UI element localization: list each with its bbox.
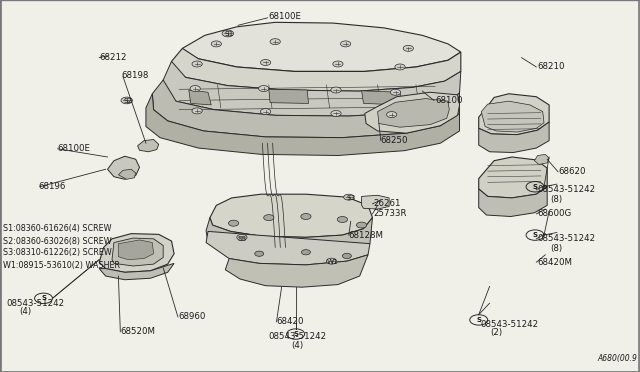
Circle shape xyxy=(301,250,310,255)
Text: 68100E: 68100E xyxy=(58,144,91,153)
Text: (8): (8) xyxy=(550,244,563,253)
Text: S3:08310-61226(2) SCREW: S3:08310-61226(2) SCREW xyxy=(3,248,112,257)
Text: 68100: 68100 xyxy=(435,96,463,105)
Circle shape xyxy=(237,234,247,240)
Text: 08543-51242: 08543-51242 xyxy=(538,234,596,243)
Polygon shape xyxy=(362,195,389,209)
Circle shape xyxy=(260,60,271,65)
Polygon shape xyxy=(479,157,547,198)
Circle shape xyxy=(395,64,405,70)
Polygon shape xyxy=(365,92,460,133)
Text: S: S xyxy=(532,184,538,190)
Polygon shape xyxy=(112,238,163,266)
Text: S2:08360-63026(8) SCREW: S2:08360-63026(8) SCREW xyxy=(3,237,112,246)
Polygon shape xyxy=(182,22,461,71)
Circle shape xyxy=(211,41,221,47)
Circle shape xyxy=(301,214,311,219)
Circle shape xyxy=(192,61,202,67)
Circle shape xyxy=(340,41,351,47)
Text: 68420M: 68420M xyxy=(538,258,573,267)
Polygon shape xyxy=(479,187,547,217)
Text: 68100E: 68100E xyxy=(269,12,302,21)
Text: (2): (2) xyxy=(490,328,502,337)
Circle shape xyxy=(264,215,274,221)
Circle shape xyxy=(356,222,367,228)
Circle shape xyxy=(192,108,202,114)
Circle shape xyxy=(344,194,354,200)
Text: (4): (4) xyxy=(19,307,31,316)
Polygon shape xyxy=(152,80,460,138)
Polygon shape xyxy=(206,231,370,265)
Polygon shape xyxy=(481,101,544,132)
Circle shape xyxy=(403,45,413,51)
Circle shape xyxy=(270,39,280,45)
Text: S2: S2 xyxy=(124,98,132,104)
Polygon shape xyxy=(378,99,449,127)
Polygon shape xyxy=(146,94,460,155)
Circle shape xyxy=(255,251,264,256)
Circle shape xyxy=(260,109,271,115)
Polygon shape xyxy=(99,263,174,280)
Text: 08543-51242: 08543-51242 xyxy=(480,320,538,329)
Circle shape xyxy=(333,61,343,67)
Text: 68198: 68198 xyxy=(122,71,149,80)
Text: S: S xyxy=(293,331,298,337)
Circle shape xyxy=(331,87,341,93)
Text: (4): (4) xyxy=(292,341,303,350)
Polygon shape xyxy=(534,154,549,164)
Polygon shape xyxy=(172,48,461,91)
Circle shape xyxy=(342,253,351,259)
Polygon shape xyxy=(479,122,549,153)
Polygon shape xyxy=(118,169,136,179)
Text: 08543-51242: 08543-51242 xyxy=(538,185,596,194)
Text: 68250: 68250 xyxy=(381,136,408,145)
Circle shape xyxy=(222,30,234,37)
Polygon shape xyxy=(362,91,402,105)
Text: 68420: 68420 xyxy=(276,317,304,326)
Text: 68128M: 68128M xyxy=(349,231,384,240)
Polygon shape xyxy=(479,94,549,135)
Circle shape xyxy=(326,258,337,264)
Text: 68212: 68212 xyxy=(99,53,127,62)
Polygon shape xyxy=(99,234,174,272)
Text: 68620: 68620 xyxy=(558,167,586,176)
Text: 08543-51242: 08543-51242 xyxy=(6,299,65,308)
Text: (8): (8) xyxy=(550,195,563,203)
Polygon shape xyxy=(210,194,372,237)
Text: S1: S1 xyxy=(225,31,234,37)
Text: 68600G: 68600G xyxy=(538,209,572,218)
Text: S: S xyxy=(476,317,481,323)
Circle shape xyxy=(331,110,341,116)
Text: S: S xyxy=(41,295,46,301)
Polygon shape xyxy=(225,255,368,287)
Circle shape xyxy=(190,86,200,92)
Circle shape xyxy=(121,97,132,104)
Polygon shape xyxy=(118,240,154,260)
Text: 68210: 68210 xyxy=(538,62,565,71)
Text: 68520M: 68520M xyxy=(120,327,156,336)
Polygon shape xyxy=(206,218,372,256)
Circle shape xyxy=(228,220,239,226)
Circle shape xyxy=(387,112,397,118)
Text: W1:08915-53610(2) WASHER: W1:08915-53610(2) WASHER xyxy=(3,261,120,270)
Polygon shape xyxy=(138,140,159,152)
Text: 68196: 68196 xyxy=(38,182,66,191)
Polygon shape xyxy=(163,61,461,116)
Text: 25733R: 25733R xyxy=(373,209,406,218)
Text: S3: S3 xyxy=(237,236,246,242)
Text: S1:08360-61626(4) SCREW: S1:08360-61626(4) SCREW xyxy=(3,224,112,233)
Circle shape xyxy=(259,86,269,92)
Circle shape xyxy=(390,89,401,95)
Text: W1: W1 xyxy=(327,259,339,265)
Text: 68960: 68960 xyxy=(178,312,205,321)
Polygon shape xyxy=(269,89,308,103)
Polygon shape xyxy=(189,90,211,105)
Text: 08543-51242: 08543-51242 xyxy=(269,332,326,341)
Circle shape xyxy=(337,217,348,222)
Text: A680(00.9: A680(00.9 xyxy=(597,354,637,363)
Text: S: S xyxy=(532,232,538,238)
Polygon shape xyxy=(108,156,140,179)
Text: 26261: 26261 xyxy=(373,199,401,208)
Text: S3: S3 xyxy=(346,195,355,201)
